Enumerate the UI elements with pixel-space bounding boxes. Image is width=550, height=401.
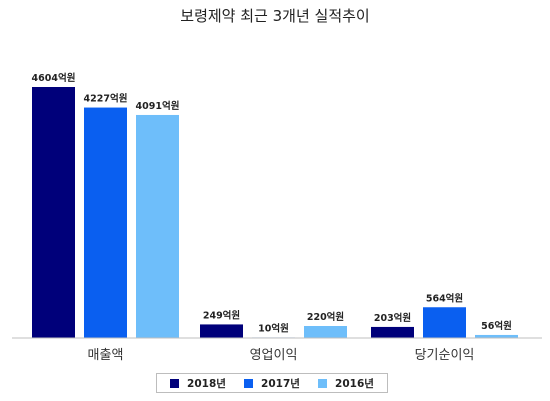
legend-swatch-2018 xyxy=(170,378,180,388)
bar-2018년-매출액 xyxy=(32,87,75,338)
legend-swatch-2016 xyxy=(318,378,328,388)
legend-item-2018: 2018년 xyxy=(170,376,226,391)
data-label: 203억원 xyxy=(374,312,411,324)
bar-2016년-매출액 xyxy=(136,114,179,338)
legend-item-2016: 2016년 xyxy=(318,376,374,391)
data-labels-group: 4604억원 4227억원 4091억원 249억원 10억원 220억원 203억원 564… xyxy=(32,72,512,334)
data-label: 10억원 xyxy=(258,322,289,334)
bar-2018년-영업이익 xyxy=(200,324,243,338)
category-label: 영업이익 xyxy=(250,348,298,363)
bar-2017년-당기순이익 xyxy=(423,307,466,338)
category-label: 당기순이익 xyxy=(415,348,475,363)
bars-group xyxy=(32,87,518,338)
chart-title: 보령제약 최근 3개년 실적추이 xyxy=(180,7,369,25)
category-label: 매출액 xyxy=(88,348,124,363)
bar-2017년-매출액 xyxy=(84,107,127,338)
data-label: 564억원 xyxy=(426,292,463,304)
data-label: 220억원 xyxy=(307,311,344,323)
bar-2016년-당기순이익 xyxy=(475,334,518,338)
legend-label-2017: 2017년 xyxy=(261,377,300,390)
category-labels-group: 매출액 영업이익 당기순이익 xyxy=(88,348,475,363)
legend-label-2016: 2016년 xyxy=(335,377,374,390)
legend-label-2018: 2018년 xyxy=(187,377,226,390)
bar-2018년-당기순이익 xyxy=(371,326,414,338)
data-label: 4091억원 xyxy=(136,100,180,112)
bar-2016년-영업이익 xyxy=(304,326,347,338)
data-label: 249억원 xyxy=(203,309,240,321)
data-label: 56억원 xyxy=(481,320,512,332)
data-label: 4604억원 xyxy=(32,72,76,84)
legend-swatch-2017 xyxy=(244,378,254,388)
data-label: 4227억원 xyxy=(84,93,128,105)
legend: 2018년 2017년 2016년 xyxy=(156,373,388,393)
legend-item-2017: 2017년 xyxy=(244,376,300,391)
